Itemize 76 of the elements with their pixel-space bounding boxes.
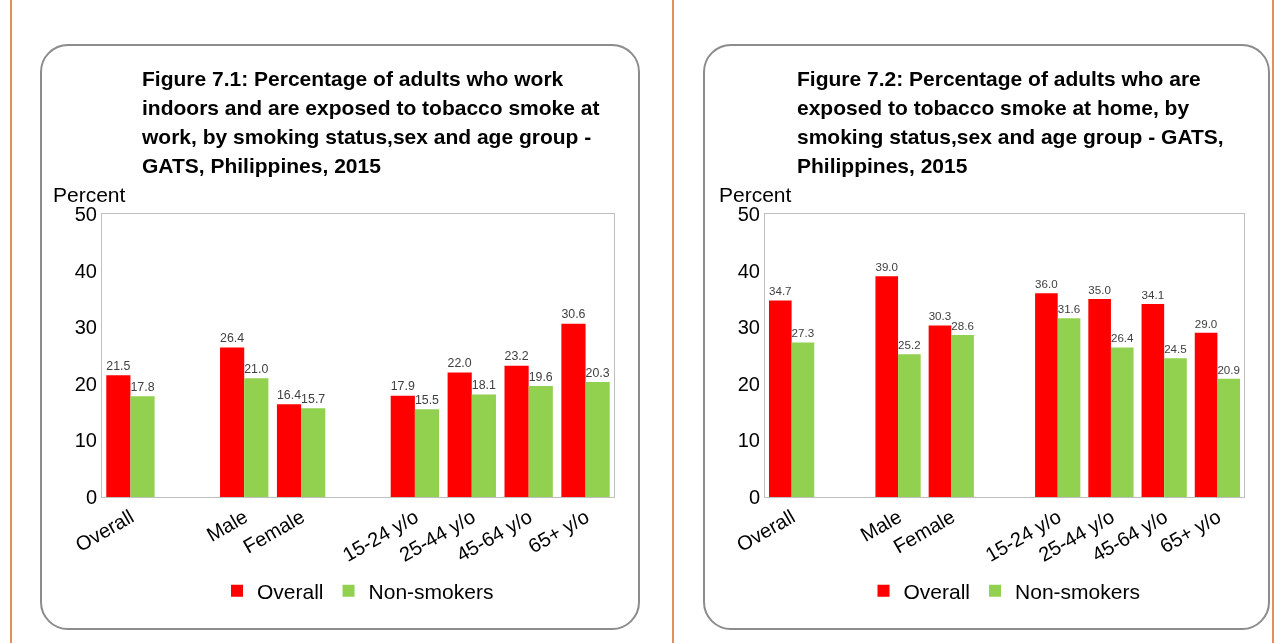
data-label: 20.3 bbox=[585, 365, 610, 380]
y-tick-label: 10 bbox=[737, 429, 760, 452]
y-tick-label: 0 bbox=[85, 486, 97, 508]
bar bbox=[106, 375, 131, 497]
bar bbox=[504, 365, 529, 497]
bar bbox=[220, 347, 245, 497]
data-label: 39.0 bbox=[875, 261, 898, 274]
bar bbox=[928, 325, 952, 497]
data-label: 30.3 bbox=[928, 310, 952, 323]
bar bbox=[301, 408, 326, 497]
legend-label: Non-smokers bbox=[1015, 579, 1140, 603]
bar bbox=[1057, 318, 1081, 497]
bar bbox=[585, 382, 610, 497]
bar bbox=[768, 300, 792, 497]
y-tick-label: 10 bbox=[74, 429, 97, 452]
data-label: 19.6 bbox=[528, 369, 553, 384]
legend-label: Overall bbox=[903, 579, 971, 603]
bar bbox=[951, 335, 974, 497]
bar bbox=[130, 396, 155, 497]
bar bbox=[471, 394, 496, 497]
bar bbox=[276, 404, 302, 497]
data-label: 30.6 bbox=[561, 307, 586, 322]
data-label: 26.4 bbox=[1110, 332, 1135, 345]
y-axis-title: Percent bbox=[719, 183, 792, 206]
data-label: 36.0 bbox=[1035, 278, 1058, 291]
data-label: 23.2 bbox=[504, 349, 529, 364]
bar bbox=[1217, 378, 1241, 497]
data-label: 29.0 bbox=[1194, 317, 1218, 330]
y-tick-label: 20 bbox=[737, 372, 760, 395]
data-label: 34.1 bbox=[1141, 288, 1165, 301]
legend-label: Non-smokers bbox=[368, 579, 494, 603]
bar bbox=[875, 276, 899, 497]
data-label: 35.0 bbox=[1088, 283, 1111, 296]
bar bbox=[1164, 358, 1187, 497]
y-tick-label: 40 bbox=[737, 259, 760, 282]
y-tick-label: 30 bbox=[737, 316, 760, 339]
bar bbox=[561, 323, 586, 497]
y-axis-title: Percent bbox=[53, 183, 126, 206]
bar bbox=[414, 409, 440, 497]
y-tick-label: 40 bbox=[74, 259, 97, 282]
legend-label: Overall bbox=[257, 579, 324, 603]
data-label: 15.5 bbox=[414, 392, 440, 407]
data-label: 27.3 bbox=[791, 327, 815, 340]
bar bbox=[898, 354, 921, 497]
data-label: 21.0 bbox=[244, 361, 269, 376]
bar bbox=[1088, 298, 1111, 497]
data-label: 18.1 bbox=[471, 378, 496, 393]
data-label: 28.6 bbox=[951, 319, 974, 332]
y-tick-label: 50 bbox=[737, 203, 760, 225]
data-label: 20.9 bbox=[1217, 363, 1240, 376]
data-label: 31.6 bbox=[1057, 302, 1081, 315]
bar bbox=[791, 342, 815, 497]
chart-title: Figure 7.2: Percentage of adults who are exposed to tobacco smoke at home, by smoking status,sex and age group - GATS, Philippines, 2015 bbox=[797, 66, 1225, 179]
data-label: 17.8 bbox=[130, 379, 155, 394]
bar bbox=[447, 372, 472, 497]
y-tick-label: 50 bbox=[74, 203, 97, 225]
data-label: 22.0 bbox=[447, 356, 472, 371]
data-label: 24.5 bbox=[1164, 343, 1187, 356]
data-label: 26.4 bbox=[220, 331, 245, 346]
bar bbox=[1141, 303, 1165, 497]
bar bbox=[244, 378, 269, 497]
bar bbox=[1110, 347, 1134, 497]
data-label: 21.5 bbox=[106, 358, 131, 373]
data-label: 16.4 bbox=[276, 387, 302, 402]
data-label: 25.2 bbox=[898, 339, 921, 352]
bar bbox=[528, 386, 553, 497]
bar bbox=[1035, 293, 1058, 497]
bar bbox=[390, 395, 415, 497]
data-label: 17.9 bbox=[390, 379, 415, 394]
data-label: 34.7 bbox=[768, 285, 792, 298]
bar bbox=[1194, 332, 1218, 497]
y-tick-label: 0 bbox=[748, 486, 760, 508]
y-tick-label: 30 bbox=[74, 316, 97, 339]
chart-title: Figure 7.1: Percentage of adults who work indoors and are exposed to tobacco smoke at work, by smoking status,sex and age group - GATS, Philippines, 2015 bbox=[142, 66, 601, 179]
y-tick-label: 20 bbox=[74, 372, 97, 395]
data-label: 15.7 bbox=[301, 391, 326, 406]
